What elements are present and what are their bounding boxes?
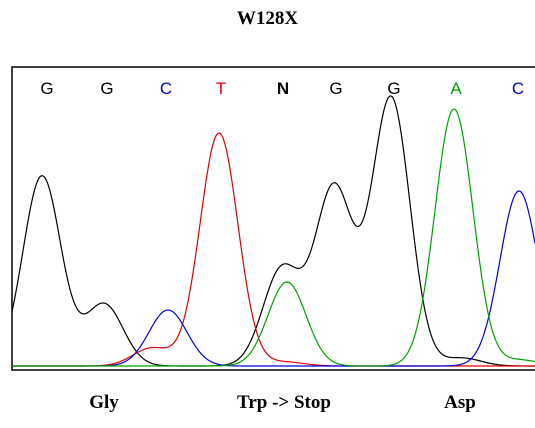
black-trace	[11, 95, 535, 367]
base-call-g-6: G	[329, 79, 342, 98]
base-call-g-7: G	[387, 79, 400, 98]
red-trace	[12, 132, 535, 367]
codon-label-trp-stop: Trp -> Stop	[237, 392, 331, 413]
traces	[11, 95, 535, 367]
codon-label-asp: Asp	[444, 392, 476, 413]
base-call-c-9: C	[512, 79, 524, 98]
base-call-g-2: G	[100, 79, 113, 98]
base-call-n-5: N	[277, 79, 289, 98]
codon-label-gly: Gly	[89, 392, 119, 413]
green-trace	[12, 108, 535, 367]
plot-frame	[11, 66, 535, 371]
base-call-c-3: C	[160, 79, 172, 98]
base-call-t-4: T	[216, 79, 226, 98]
chart-title: W128X	[236, 8, 299, 29]
base-call-a-8: A	[450, 79, 462, 98]
base-call-g-1: G	[40, 79, 53, 98]
